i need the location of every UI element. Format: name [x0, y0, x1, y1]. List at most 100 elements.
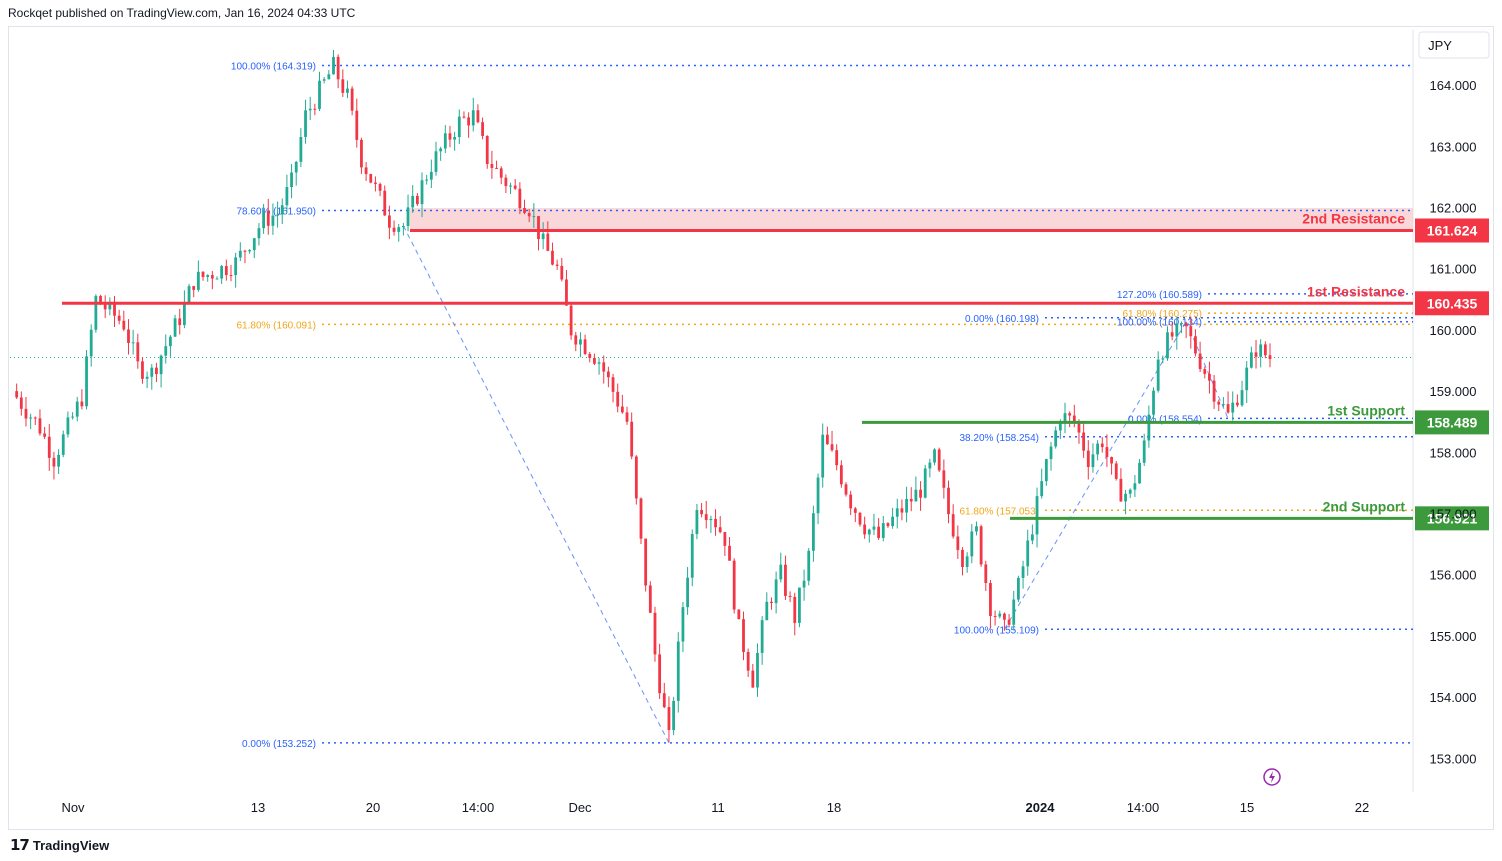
- candle-body-209: [989, 583, 992, 616]
- y-tick-label-5: 159.000: [1430, 384, 1477, 399]
- flash-icon-glyph: [1269, 771, 1275, 783]
- candle-body-255: [1203, 369, 1207, 374]
- candle-body-96: [462, 116, 466, 118]
- candle-body-67: [327, 74, 331, 80]
- candle-body-72: [350, 88, 354, 111]
- x-tick-label-7: 2024: [1026, 800, 1056, 815]
- candle-body-253: [1194, 336, 1197, 354]
- x-tick-label-3: 14:00: [462, 800, 495, 815]
- candle-body-149: [709, 518, 713, 521]
- candle-body-249: [1175, 323, 1179, 337]
- x-tick-label-10: 22: [1355, 800, 1369, 815]
- candle-body-267: [1259, 344, 1263, 357]
- price-tag-text-0: 161.624: [1427, 223, 1478, 239]
- candle-body-217: [1026, 540, 1030, 567]
- candle-body-178: [844, 484, 848, 495]
- candle-body-212: [1003, 613, 1006, 620]
- candle-body-69: [336, 56, 340, 80]
- candle-body-97: [467, 117, 471, 126]
- candle-body-115: [551, 250, 554, 265]
- candle-body-157: [746, 651, 750, 671]
- candle-body-111: [532, 216, 536, 218]
- y-tick-label-9: 155.000: [1430, 629, 1477, 644]
- candle-body-4: [33, 417, 37, 419]
- candle-body-18: [99, 296, 102, 305]
- candle-body-247: [1166, 332, 1169, 359]
- candle-body-101: [485, 135, 489, 165]
- fib-level-label-8: 0.00% (158.554): [1128, 414, 1202, 425]
- candle-body-44: [220, 266, 224, 279]
- candle-body-125: [597, 362, 601, 364]
- candle-body-191: [905, 498, 908, 513]
- x-tick-label-0: Nov: [61, 800, 85, 815]
- candle-body-241: [1138, 462, 1141, 484]
- candle-body-90: [434, 151, 438, 172]
- candle-body-82: [397, 227, 401, 232]
- candle-body-23: [122, 320, 126, 330]
- candle-body-56: [276, 214, 279, 216]
- candle-body-205: [970, 531, 974, 557]
- candle-body-87: [420, 180, 424, 205]
- y-tick-label-8: 156.000: [1430, 568, 1477, 583]
- candle-body-79: [383, 190, 387, 216]
- price-tag-resistance-0: [1415, 218, 1489, 243]
- candle-body-108: [518, 188, 522, 209]
- candle-body-76: [369, 174, 373, 183]
- candle-body-31: [159, 355, 163, 375]
- level-label-resistance-0: 2nd Resistance: [1302, 211, 1405, 227]
- candle-body-123: [588, 354, 592, 358]
- candle-body-243: [1147, 414, 1151, 441]
- candle-body-17: [94, 296, 98, 330]
- candle-body-189: [895, 508, 899, 517]
- x-tick-label-5: 11: [711, 800, 725, 815]
- candle-body-265: [1249, 352, 1253, 368]
- candle-body-143: [681, 607, 685, 642]
- candle-body-116: [555, 264, 559, 266]
- candle-body-40: [201, 271, 205, 277]
- candle-body-124: [593, 357, 596, 364]
- candle-body-13: [75, 401, 79, 417]
- candle-body-117: [560, 265, 564, 280]
- candle-body-145: [690, 534, 694, 578]
- candle-body-175: [830, 444, 834, 451]
- candle-body-245: [1156, 359, 1160, 391]
- candle-body-114: [546, 233, 550, 251]
- y-tick-label-0: 164.000: [1430, 78, 1477, 93]
- level-label-resistance-1: 1st Resistance: [1307, 283, 1405, 299]
- candle-body-98: [471, 110, 475, 126]
- candle-body-216: [1021, 566, 1025, 578]
- candle-body-46: [229, 275, 233, 277]
- candle-body-33: [169, 336, 172, 347]
- candle-body-228: [1077, 421, 1081, 433]
- candle-body-48: [238, 250, 242, 258]
- y-tick-label-1: 163.000: [1430, 139, 1477, 154]
- price-tag-text-1: 160.435: [1427, 295, 1478, 311]
- candle-body-1: [19, 397, 23, 409]
- candle-body-42: [210, 275, 214, 279]
- candle-body-251: [1184, 323, 1188, 327]
- candle-body-21: [113, 301, 116, 316]
- candle-body-248: [1170, 332, 1174, 337]
- candle-body-252: [1189, 326, 1193, 337]
- candle-body-32: [164, 346, 168, 356]
- candle-body-233: [1100, 443, 1104, 448]
- y-tick-label-10: 154.000: [1430, 690, 1477, 705]
- candle-body-71: [346, 88, 349, 93]
- candle-body-91: [439, 148, 443, 152]
- candle-body-54: [266, 211, 270, 226]
- candle-body-219: [1035, 496, 1039, 535]
- candle-body-65: [318, 80, 321, 109]
- candle-body-174: [825, 434, 829, 445]
- candle-body-218: [1030, 534, 1034, 541]
- candle-body-204: [965, 556, 969, 568]
- candle-body-215: [1017, 577, 1020, 600]
- candle-body-250: [1180, 323, 1183, 325]
- chart-frame: [8, 26, 1494, 830]
- candle-body-127: [606, 371, 610, 378]
- candle-body-137: [653, 612, 657, 655]
- candle-body-74: [360, 139, 363, 168]
- candle-body-158: [751, 670, 755, 688]
- candle-body-102: [490, 164, 494, 168]
- fib-trend-line-0: [402, 225, 670, 744]
